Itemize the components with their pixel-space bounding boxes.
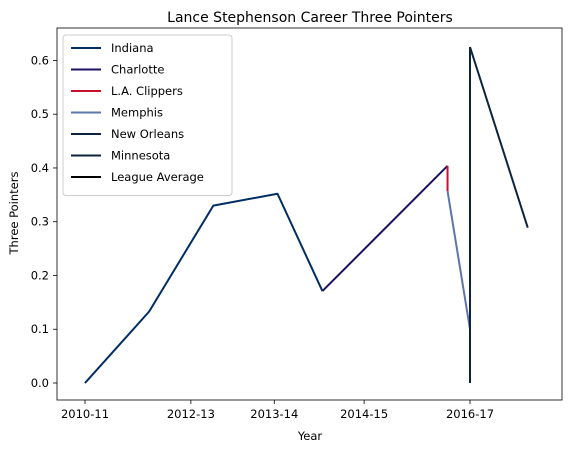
y-axis-label: Three Pointers	[7, 172, 21, 256]
series-line-memphis	[448, 191, 470, 329]
legend-label: Memphis	[111, 106, 163, 120]
legend-label: League Average	[111, 170, 204, 184]
legend-label: Minnesota	[111, 149, 170, 163]
x-tick-label: 2016-17	[446, 407, 494, 421]
y-tick-label: 0.4	[31, 161, 49, 175]
legend-label: Charlotte	[111, 63, 164, 77]
series-line-charlotte	[322, 166, 447, 291]
series-line-indiana	[85, 194, 322, 383]
series-line-minnesota	[470, 47, 528, 228]
y-tick-label: 0.5	[31, 107, 49, 121]
x-tick-label: 2014-15	[340, 407, 388, 421]
x-tick-label: 2012-13	[167, 407, 215, 421]
legend-label: New Orleans	[111, 127, 184, 141]
y-tick-label: 0.0	[31, 376, 49, 390]
chart-title: Lance Stephenson Career Three Pointers	[167, 10, 453, 26]
x-tick-label: 2013-14	[250, 407, 298, 421]
x-axis-label: Year	[297, 429, 323, 443]
y-tick-label: 0.6	[31, 53, 49, 67]
y-tick-label: 0.1	[31, 322, 49, 336]
y-tick-label: 0.2	[31, 268, 49, 282]
legend-label: L.A. Clippers	[111, 84, 183, 98]
legend: Indiana Charlotte L.A. Clippers Memphis New …	[63, 35, 232, 196]
y-tick-label: 0.3	[31, 215, 49, 229]
x-tick-label: 2010-11	[61, 407, 109, 421]
legend-label: Indiana	[111, 41, 154, 55]
